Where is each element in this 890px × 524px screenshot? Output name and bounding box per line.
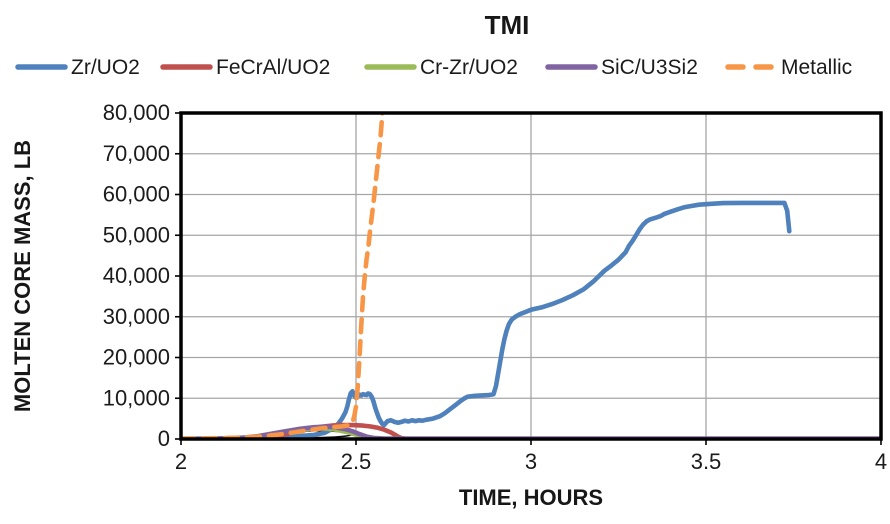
y-tick-label: 20,000: [103, 345, 170, 370]
y-tick-label: 80,000: [103, 100, 170, 125]
legend-label: Cr-Zr/UO2: [420, 56, 518, 79]
y-tick-label: 70,000: [103, 141, 170, 166]
y-tick-label: 40,000: [103, 263, 170, 288]
series-line-metallic: [181, 113, 385, 439]
x-tick-label: 4: [875, 449, 887, 474]
y-tick-label: 60,000: [103, 182, 170, 207]
y-axis-title: MOLTEN CORE MASS, LB: [10, 140, 35, 412]
x-axis-title: TIME, HOURS: [459, 485, 603, 510]
chart-title: TMI: [485, 10, 530, 40]
x-tick-label: 3: [525, 449, 537, 474]
legend-label: FeCrAl/UO2: [216, 56, 330, 79]
plot-area: 0 10,000 20,000 30,000 40,000 50,000 60,000 70,…: [103, 100, 887, 474]
y-tick-label: 50,000: [103, 222, 170, 247]
x-tick-label: 3.5: [691, 449, 722, 474]
legend-label: Zr/UO2: [71, 56, 140, 79]
legend-label: SiC/U3Si2: [601, 56, 698, 79]
chart-legend: Zr/UO2 FeCrAl/UO2 Cr-Zr/UO2 SiC/U3Si2 Metall…: [15, 56, 852, 79]
y-tick-label: 0: [158, 426, 170, 451]
y-tick-label: 30,000: [103, 304, 170, 329]
x-tick-label: 2: [175, 449, 187, 474]
y-tick-label: 10,000: [103, 385, 170, 410]
series-line-zr-uo2: [185, 200, 792, 439]
x-tick-label: 2.5: [341, 449, 372, 474]
legend-label: Metallic: [781, 56, 852, 79]
